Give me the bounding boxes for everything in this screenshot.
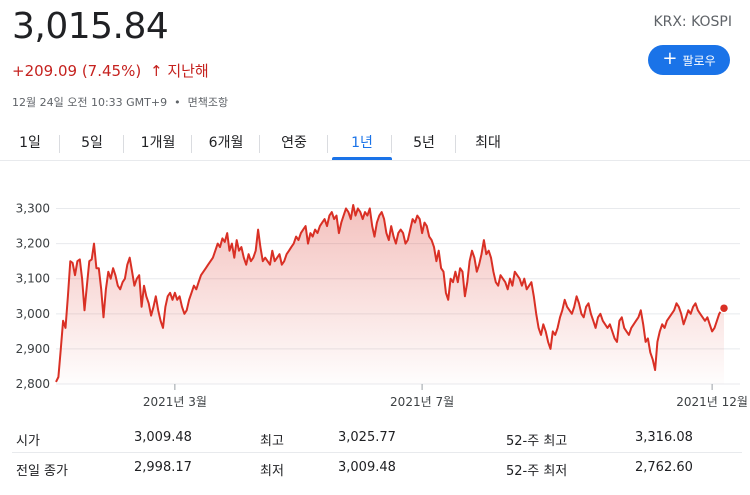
stat-label: 시가 — [16, 434, 40, 449]
tab-1d[interactable]: 1일 — [0, 128, 60, 160]
stat-value: 3,009.48 — [134, 430, 192, 445]
stat-value: 2,998.17 — [134, 460, 192, 475]
follow-label: 팔로우 — [682, 53, 716, 68]
tab-1m[interactable]: 1개월 — [124, 128, 192, 160]
y-tick-label: 3,000 — [16, 307, 50, 321]
price-area — [56, 205, 724, 384]
ticker-symbol: KRX: KOSPI — [653, 14, 732, 30]
current-point — [718, 302, 730, 314]
y-tick-label: 3,200 — [16, 237, 50, 251]
current-price: 3,015.84 — [12, 6, 169, 47]
tab-1y[interactable]: 1년 — [332, 128, 392, 160]
tab-label: 6개월 — [208, 135, 244, 151]
stat-value: 3,009.48 — [338, 460, 396, 475]
x-tick-label: 2021년 12월 — [676, 395, 748, 409]
stat-divider — [12, 452, 742, 453]
tab-label: 5년 — [413, 135, 435, 151]
x-tick-label: 2021년 3월 — [143, 395, 207, 409]
arrow-up-icon: ↑ — [149, 62, 163, 80]
tab-label: 1년 — [351, 135, 373, 151]
range-tabs: 1일 5일 1개월 6개월 연중 1년 5년 최대 — [0, 128, 520, 160]
bullet-separator: • — [170, 96, 188, 109]
plus-icon: + — [662, 48, 678, 69]
y-tick-label: 2,900 — [16, 342, 50, 356]
price-change: +209.09 (7.45%) ↑ 지난해 — [12, 60, 209, 81]
y-tick-label: 3,300 — [16, 202, 50, 216]
stat-value: 3,025.77 — [338, 430, 396, 445]
tab-ytd[interactable]: 연중 — [260, 128, 328, 160]
stat-label: 52-주 최고 — [506, 434, 568, 449]
stat-label: 전일 종가 — [16, 464, 68, 479]
y-tick-label: 2,800 — [16, 377, 50, 391]
y-tick-label: 3,100 — [16, 272, 50, 286]
tab-label: 1개월 — [140, 135, 176, 151]
tab-label: 연중 — [281, 135, 307, 151]
tab-5y[interactable]: 5년 — [392, 128, 456, 160]
stat-value: 2,762.60 — [635, 460, 693, 475]
price-line — [55, 204, 725, 383]
x-tick-label: 2021년 7월 — [390, 395, 454, 409]
stat-row: 시가 3,009.48 최고 3,025.77 52-주 최고 3,316.08 — [0, 430, 750, 454]
stat-row: 전일 종가 2,998.17 최저 3,009.48 52-주 최저 2,762… — [0, 460, 750, 484]
follow-button[interactable]: + 팔로우 — [648, 45, 730, 75]
stat-label: 최고 — [260, 434, 284, 449]
change-value: +209.09 (7.45%) — [12, 62, 142, 80]
tab-5d[interactable]: 5일 — [60, 128, 124, 160]
disclaimer-link[interactable]: 면책조항 — [187, 96, 229, 109]
tabs-divider — [0, 160, 750, 161]
tab-label: 5일 — [81, 135, 103, 151]
stat-label: 52-주 최저 — [506, 464, 568, 479]
tab-label: 최대 — [475, 135, 501, 151]
timestamp-line: 12월 24일 오전 10:33 GMT+9 • 면책조항 — [12, 94, 228, 110]
tab-max[interactable]: 최대 — [456, 128, 520, 160]
tab-6m[interactable]: 6개월 — [192, 128, 260, 160]
change-period: 지난해 — [167, 62, 209, 80]
stat-value: 3,316.08 — [635, 430, 693, 445]
price-chart[interactable]: 3,300 3,200 3,100 3,000 2,900 2,800 2021년 3월 2… — [0, 190, 750, 420]
timestamp: 12월 24일 오전 10:33 GMT+9 — [12, 96, 168, 109]
stat-label: 최저 — [260, 464, 284, 479]
tab-label: 1일 — [19, 135, 41, 151]
